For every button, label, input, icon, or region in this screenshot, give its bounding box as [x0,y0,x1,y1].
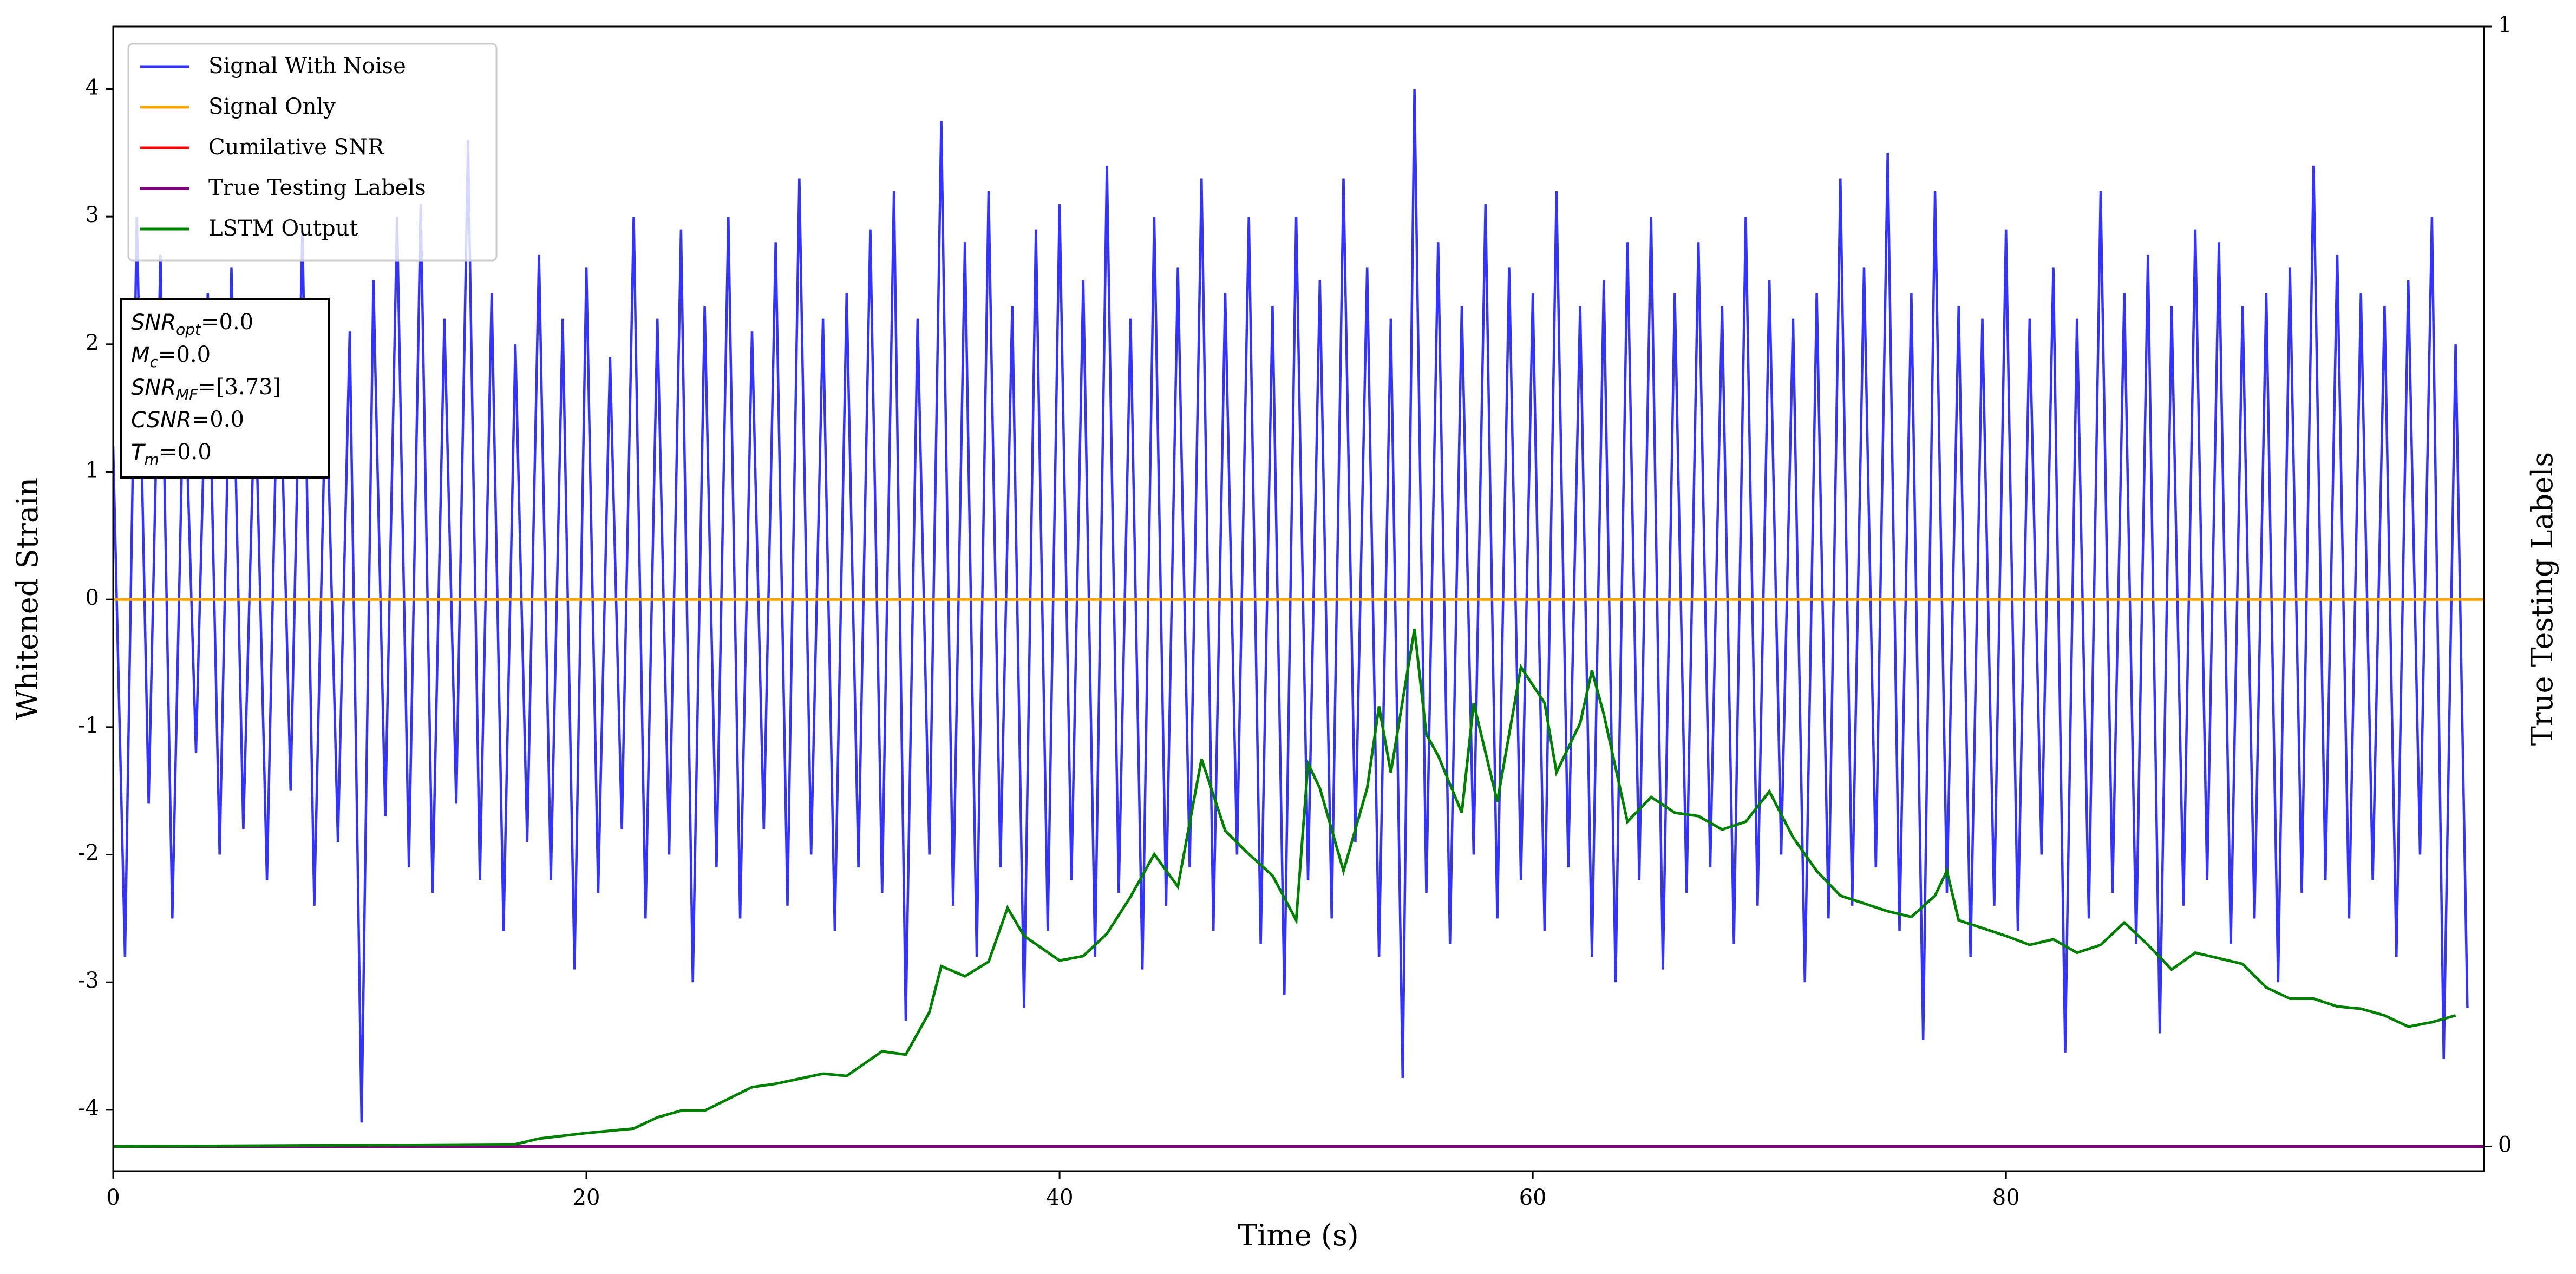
y-tick-label: -1 [78,713,99,738]
x-tick-label: 40 [1046,1185,1074,1210]
plot-area [113,89,2484,1148]
annotation: SNRopt=0.0Mc=0.0SNRMF=[3.73]CSNR=0.0Tm=0… [120,298,330,479]
annotation-subscript: m [144,450,159,468]
legend-box [127,43,498,262]
y-tick-label: 3 [86,202,99,227]
annotation-name: CSNR [131,408,192,433]
y-axis-label: Whitened Strain [10,478,44,720]
y-tick-label: -2 [78,841,99,866]
y2-tick-label: 0 [2498,1132,2512,1157]
annotation-subscript: c [150,353,159,371]
annotation-subscript: opt [176,321,201,338]
annotation-line: CSNR=0.0 [131,407,244,433]
annotation-value: =0.0 [159,440,212,465]
x-tick-label: 0 [106,1185,120,1210]
annotation-line: SNRMF=[3.73] [131,375,281,403]
y-tick-label: -4 [78,1096,99,1121]
y-tick-label: 2 [86,330,99,355]
annotation-subscript: MF [176,386,198,403]
y2-axis-label: True Testing Labels [2525,452,2559,746]
y-tick-label: 0 [86,585,99,610]
annotation-line: Tm=0.0 [131,440,212,468]
y-tick-label: 1 [86,458,99,483]
annotation-name: SNR [131,310,176,335]
y2-tick-label: 1 [2498,12,2512,37]
annotation-name: SNR [131,375,176,400]
legend-label: Cumilative SNR [208,135,385,160]
x-tick-label: 80 [1992,1185,2020,1210]
annotation-box [120,298,330,479]
annotation-value: =0.0 [158,342,211,367]
series-line [113,629,2456,1148]
annotation-value: =0.0 [201,310,253,335]
y-tick-label: -3 [78,968,99,993]
x-tick-label: 20 [573,1185,600,1210]
legend-label: Signal Only [208,94,336,119]
legend: Signal With Noise Signal Only Cumilative S… [127,43,498,262]
legend-label: True Testing Labels [208,175,426,200]
x-axis-label: Time (s) [1238,1218,1358,1252]
y-tick-label: 4 [86,75,99,100]
annotation-line: Mc=0.0 [131,342,211,371]
annotation-name: M [131,343,150,368]
x-tick-label: 60 [1519,1185,1547,1210]
annotation-name: T [131,440,146,465]
legend-label: Signal With Noise [208,54,406,79]
series-line [113,89,2469,1123]
annotation-value: =0.0 [192,407,244,432]
legend-label: LSTM Output [208,216,358,241]
annotation-value: =[3.73] [198,375,281,400]
annotation-line: SNRopt=0.0 [131,310,253,338]
